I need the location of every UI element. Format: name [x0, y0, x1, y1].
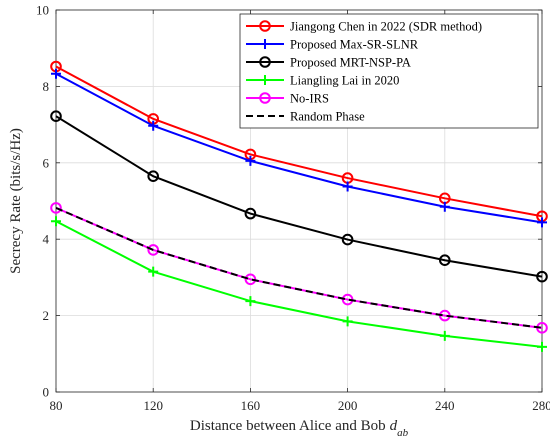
- x-tick-label: 280: [532, 398, 550, 413]
- data-point: [537, 217, 547, 228]
- series-line: [55, 65, 543, 218]
- y-tick-label: 0: [43, 385, 50, 400]
- x-tick-label: 120: [143, 398, 163, 413]
- data-point: [148, 266, 159, 277]
- data-point: [50, 110, 62, 122]
- series-line: [55, 220, 543, 348]
- axis-ticks: 80 120 160 200 240 280 0 2 4 6 8 10: [36, 3, 550, 414]
- series-3: [51, 216, 547, 352]
- legend-label: No-IRS: [290, 91, 329, 105]
- legend-label: Jiangong Chen in 2022 (SDR method): [290, 19, 482, 33]
- x-tick-label: 200: [338, 398, 358, 413]
- legend-box: [239, 13, 539, 129]
- legend-label: Proposed MRT-NSP-PA: [290, 55, 411, 69]
- x-axis-label-var: d: [390, 418, 398, 434]
- data-point: [51, 216, 61, 227]
- x-tick-label: 160: [241, 398, 261, 413]
- data-point: [537, 341, 547, 352]
- series-5: [55, 206, 543, 329]
- data-point: [245, 155, 256, 166]
- legend-marker: [259, 20, 271, 32]
- data-point: [439, 201, 450, 212]
- y-tick-label: 8: [43, 79, 50, 94]
- legend: Jiangong Chen in 2022 (SDR method) Propos…: [239, 13, 539, 129]
- x-axis-label: Distance between Alice and Bob dab: [190, 418, 409, 438]
- data-point: [148, 120, 159, 131]
- data-point: [147, 244, 159, 256]
- series-1: [51, 68, 547, 228]
- data-point: [147, 170, 159, 182]
- plot-area: [55, 9, 543, 393]
- data-point: [439, 330, 450, 341]
- y-tick-label: 4: [43, 232, 50, 247]
- data-point: [244, 207, 257, 220]
- x-tick-label: 80: [50, 398, 63, 413]
- legend-entry: No-IRS: [246, 91, 329, 105]
- x-axis-label-text: Distance between Alice and Bob: [190, 418, 386, 434]
- legend-label: Liangling Lai in 2020: [290, 73, 399, 87]
- y-tick-label: 10: [36, 3, 49, 18]
- x-tick-label: 240: [435, 398, 455, 413]
- legend-marker: [260, 75, 270, 85]
- data-point: [341, 233, 354, 246]
- series-group: [50, 60, 548, 352]
- legend-entry: Jiangong Chen in 2022 (SDR method): [246, 19, 482, 33]
- legend-marker: [259, 56, 271, 68]
- data-point: [342, 181, 353, 192]
- series-line: [55, 206, 543, 329]
- series-4: [50, 202, 548, 334]
- series-2: [50, 110, 548, 283]
- legend-entry: Random Phase: [246, 109, 365, 123]
- data-point: [342, 316, 353, 327]
- data-point: [439, 254, 451, 267]
- legend-label: Proposed Max-SR-SLNR: [290, 37, 419, 51]
- y-tick-label: 2: [43, 308, 50, 323]
- legend-label: Random Phase: [290, 109, 365, 123]
- data-point: [51, 68, 61, 79]
- series-line: [55, 72, 543, 224]
- legend-marker: [259, 92, 271, 104]
- data-point: [536, 270, 548, 283]
- x-axis-label-sub: ab: [397, 427, 409, 438]
- legend-entry: Liangling Lai in 2020: [246, 73, 399, 87]
- legend-entry: Proposed Max-SR-SLNR: [246, 37, 419, 51]
- series-line: [55, 115, 543, 278]
- legend-entry: Proposed MRT-NSP-PA: [246, 55, 411, 69]
- data-point: [245, 296, 256, 307]
- data-point: [50, 202, 62, 214]
- y-tick-label: 6: [43, 155, 50, 170]
- y-axis-label: Secrecy Rate (bits/s/Hz): [8, 128, 24, 274]
- legend-marker: [260, 39, 270, 49]
